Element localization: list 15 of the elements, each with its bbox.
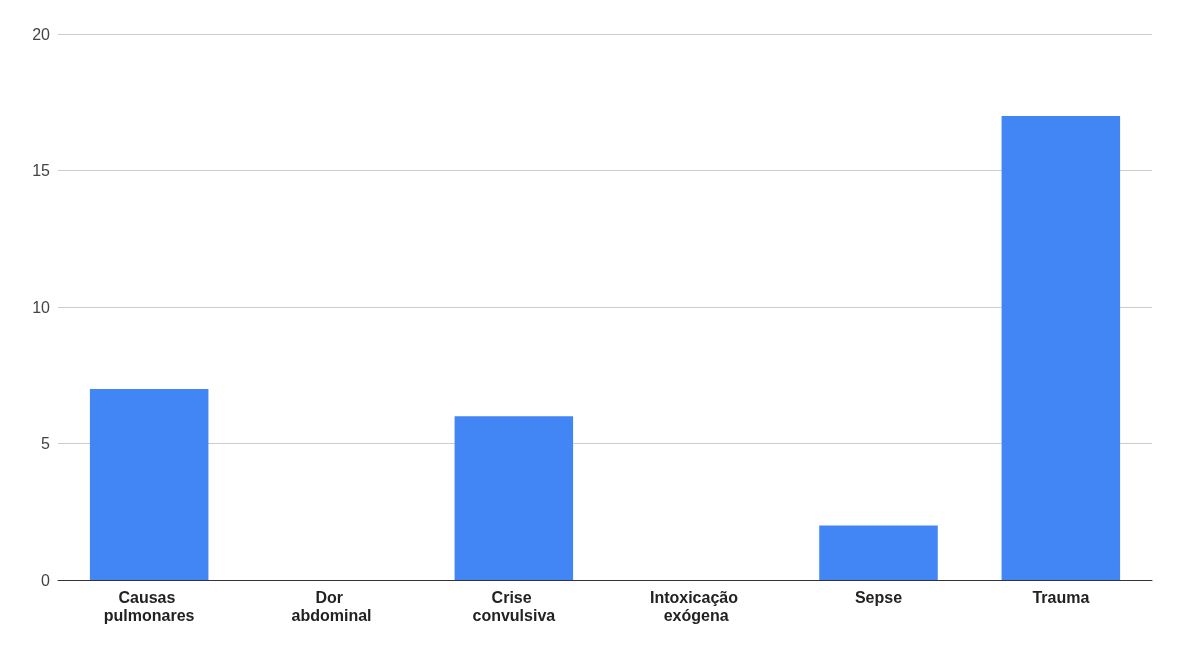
x-tick-label: Dor abdominal — [291, 588, 372, 624]
x-tick-label: Intoxicação exógena — [649, 588, 743, 624]
x-tick-label: Causas pulmonares — [103, 588, 195, 624]
y-tick-label: 20 — [32, 25, 51, 43]
x-tick-label: Trauma — [1032, 588, 1090, 606]
bar — [454, 416, 574, 580]
x-tick-label: Crise convulsiva — [472, 588, 556, 624]
y-tick-label: 15 — [32, 162, 51, 179]
bar — [819, 525, 938, 580]
bar — [89, 388, 209, 580]
bar — [1001, 115, 1121, 580]
y-tick-label: 0 — [41, 571, 51, 589]
y-tick-label: 5 — [41, 435, 51, 452]
y-tick-label: 10 — [32, 298, 51, 316]
x-tick-label: Sepse — [854, 588, 903, 606]
